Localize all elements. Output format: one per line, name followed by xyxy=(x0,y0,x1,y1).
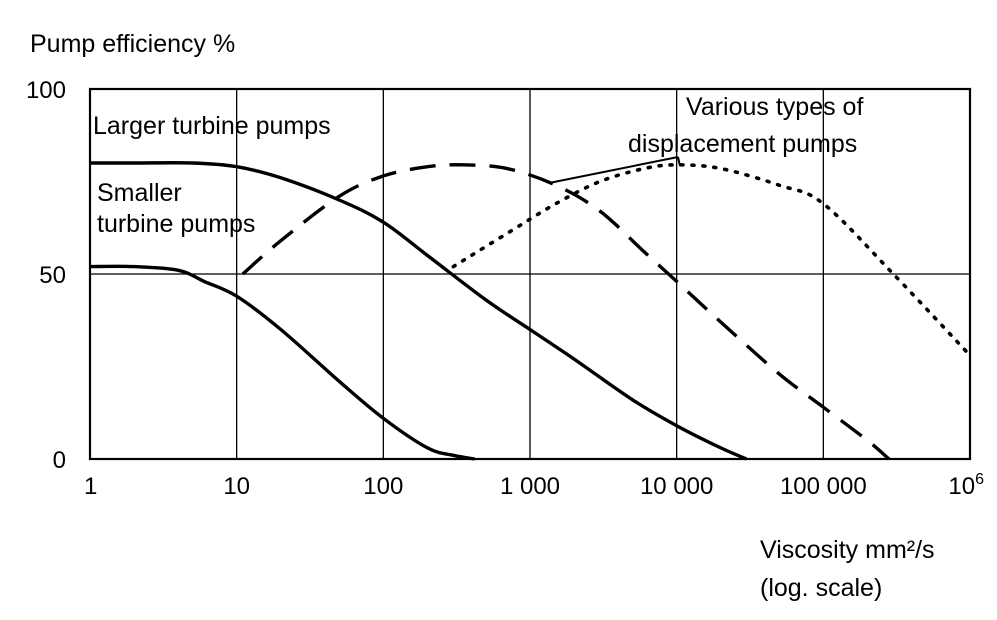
series-line-smaller-turbine xyxy=(89,264,476,461)
x-tick-label: 10 000 xyxy=(640,473,713,500)
y-tick-labels: 0 50 100 xyxy=(26,77,66,474)
annotation-smaller-turbine-line1: Smaller xyxy=(97,179,182,207)
x-axis-title-line1: Viscosity mm²/s xyxy=(760,536,935,564)
series-group xyxy=(89,161,972,461)
x-tick-label: 100 xyxy=(363,473,403,500)
y-tick-label: 50 xyxy=(39,262,66,289)
annotation-larger-turbine: Larger turbine pumps xyxy=(93,112,331,140)
leader-line-dashed xyxy=(548,156,679,184)
y-tick-label: 100 xyxy=(26,77,66,104)
plot-frame xyxy=(88,87,972,461)
annotation-displacement-line2: displacement pumps xyxy=(628,130,857,158)
x-tick-label: 1 xyxy=(84,473,97,500)
annotation-displacement-line1: Various types of xyxy=(686,93,863,121)
x-tick-labels: 1 10 100 1 000 10 000 100 000 106 xyxy=(84,471,984,500)
grid xyxy=(90,89,970,459)
x-tick-label: 10 xyxy=(223,473,250,500)
x-tick-label: 100 000 xyxy=(780,473,867,500)
annotation-smaller-turbine-line2: turbine pumps xyxy=(97,210,255,238)
x-tick-label: 106 xyxy=(948,471,984,500)
series-line-displacement-2 xyxy=(451,163,972,358)
series-line-larger-turbine xyxy=(90,161,748,461)
leader-line-dotted xyxy=(677,156,681,167)
series-line-displacement-1 xyxy=(241,163,891,461)
x-axis-title-line2: (log. scale) xyxy=(760,574,882,602)
x-tick-label: 1 000 xyxy=(500,473,560,500)
y-axis-title: Pump efficiency % xyxy=(30,30,235,58)
y-tick-label: 0 xyxy=(53,447,66,474)
